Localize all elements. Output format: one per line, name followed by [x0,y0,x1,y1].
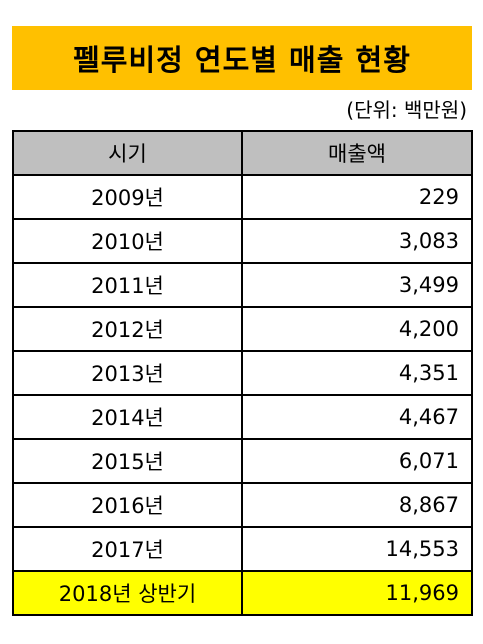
sales-cell: 11,969 [241,570,473,616]
unit-note: (단위: 백만원) [346,98,467,122]
sales-table: 시기 매출액 2009년 229 2010년 3,083 2011년 3,499 2012년… [12,130,473,616]
table-row: 2013년 4,351 [12,350,473,396]
period-cell: 2010년 [12,218,243,264]
sales-cell: 4,351 [241,350,473,396]
table-row: 2009년 229 [12,174,473,220]
page-title: 펠루비정 연도별 매출 현황 [73,43,411,77]
sales-cell: 4,200 [241,306,473,352]
period-cell: 2009년 [12,174,243,220]
table-row: 2015년 6,071 [12,438,473,484]
period-cell: 2012년 [12,306,243,352]
period-cell: 2018년 상반기 [12,570,243,616]
period-cell: 2011년 [12,262,243,308]
sales-cell: 8,867 [241,482,473,528]
header-row: 시기 매출액 [12,130,473,176]
sales-cell: 6,071 [241,438,473,484]
sales-cell: 229 [241,174,473,220]
period-cell: 2016년 [12,482,243,528]
table-row: 2012년 4,200 [12,306,473,352]
sales-cell: 4,467 [241,394,473,440]
sales-cell: 14,553 [241,526,473,572]
period-cell: 2013년 [12,350,243,396]
table-row: 2016년 8,867 [12,482,473,528]
table-row: 2018년 상반기 11,969 [12,570,473,616]
table-row: 2017년 14,553 [12,526,473,572]
header-period: 시기 [12,130,243,176]
period-cell: 2015년 [12,438,243,484]
table-row: 2014년 4,467 [12,394,473,440]
table-row: 2010년 3,083 [12,218,473,264]
header-sales: 매출액 [241,130,473,176]
table-row: 2011년 3,499 [12,262,473,308]
sales-cell: 3,499 [241,262,473,308]
sales-cell: 3,083 [241,218,473,264]
period-cell: 2017년 [12,526,243,572]
period-cell: 2014년 [12,394,243,440]
title-banner: 펠루비정 연도별 매출 현황 [12,26,472,90]
